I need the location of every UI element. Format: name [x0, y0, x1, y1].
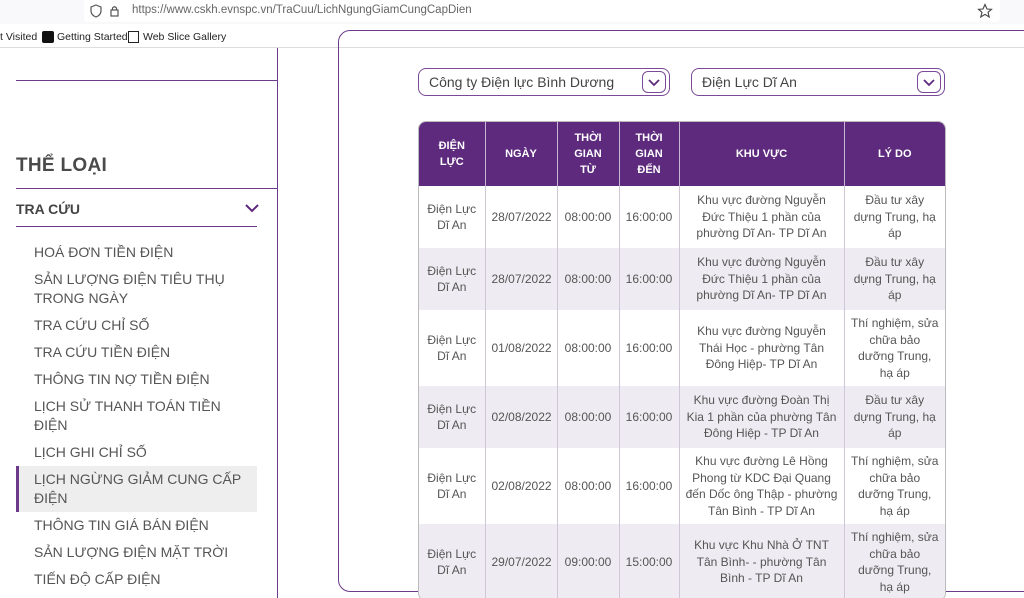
menu-item[interactable]: TIẾN ĐỘ CÁC DỊCH VỤ KHÁC — [16, 593, 257, 598]
table-cell: Khu vực đường Nguyễn Đức Thiệu 1 phần củ… — [678, 186, 844, 248]
menu-item[interactable]: SẢN LƯỢNG ĐIỆN MẶT TRỜI — [34, 544, 229, 560]
table-cell: Đầu tư xây dựng Trung, hạ áp — [843, 248, 945, 310]
column-header: THỜI GIAN TỪ — [556, 122, 619, 186]
bookmarks-bar: t Visited Getting Started Web Slice Gall… — [0, 27, 1024, 48]
menu-item[interactable]: TIẾN ĐỘ CẤP ĐIỆN — [34, 571, 161, 587]
sidebar-border — [277, 48, 278, 598]
menu-item[interactable]: THÔNG TIN NỢ TIỀN ĐIỆN — [34, 371, 210, 387]
menu-item[interactable]: LỊCH SỬ THANH TOÁN TIỀN ĐIỆN — [34, 398, 221, 433]
table-cell: 08:00:00 — [556, 248, 619, 310]
table-body: Điện Lực Dĩ An 28/07/2022 08:00:00 16:00:00… — [419, 186, 945, 598]
table-cell: 28/07/2022 — [484, 248, 557, 310]
table-cell: 09:00:00 — [556, 524, 619, 598]
table-cell: 08:00:00 — [556, 310, 619, 386]
menu-item[interactable]: LỊCH GHI CHỈ SỐ — [34, 444, 147, 460]
table-cell: 29/07/2022 — [484, 524, 557, 598]
company-select[interactable]: Công ty Điện lực Bình Dương — [418, 68, 670, 96]
table-cell: 02/08/2022 — [484, 386, 557, 448]
table-cell: 28/07/2022 — [484, 186, 557, 248]
menu-item[interactable]: SẢN LƯỢNG ĐIỆN TIÊU THỤ TRONG NGÀY — [34, 271, 225, 306]
table-cell: Điện Lực Dĩ An — [419, 524, 485, 598]
table-row: Điện Lực Dĩ An 28/07/2022 08:00:00 16:00:00… — [419, 248, 945, 310]
select-button — [917, 71, 941, 93]
table-cell: 16:00:00 — [618, 386, 679, 448]
column-header: LÝ DO — [843, 122, 945, 186]
table-cell: Điện Lực Dĩ An — [427, 332, 477, 364]
address-bar: https://www.cskh.evnspc.vn/TraCuu/LichNg… — [0, 0, 1024, 24]
menu-item[interactable]: LỊCH NGỪNG GIẢM CUNG CẤP ĐIỆN — [16, 466, 257, 512]
bookmark-star[interactable] — [977, 3, 993, 19]
bookmark-icon — [42, 31, 54, 43]
table-cell: Đầu tư xây dựng Trung, hạ áp — [843, 186, 945, 248]
table-cell: 08:00:00 — [556, 448, 619, 524]
bookmark-icon — [128, 31, 139, 43]
select-value: Công ty Điện lực Bình Dương — [429, 74, 615, 90]
table-cell: 15:00:00 — [618, 524, 679, 598]
table-row: Điện Lực Dĩ An 29/07/2022 09:00:00 15:00:00… — [419, 524, 945, 598]
menu: HOÁ ĐƠN TIỀN ĐIỆN SẢN LƯỢNG ĐIỆN TIÊU THỤ… — [16, 239, 257, 598]
table-cell: Thí nghiệm, sửa chữa bảo dưỡng Trung, hạ… — [843, 524, 945, 598]
outage-table: ĐIỆN LỰC NGÀY THỜI GIAN TỪ THỜI GIAN ĐẾN KHU… — [418, 121, 946, 598]
column-header: ĐIỆN LỰC — [419, 122, 485, 186]
sidebar-heading: THỂ LOẠI — [16, 155, 108, 176]
bookmark[interactable]: Getting Started — [57, 31, 128, 43]
url-field[interactable] — [84, 0, 1000, 22]
table-cell: 01/08/2022 — [484, 310, 557, 386]
security-icons — [90, 4, 119, 18]
table: ĐIỆN LỰC NGÀY THỜI GIAN TỪ THỜI GIAN ĐẾN KHU… — [419, 122, 945, 598]
table-cell: Điện Lực Dĩ An — [427, 470, 477, 502]
bookmark[interactable]: t Visited — [0, 31, 38, 43]
column-header: NGÀY — [484, 122, 557, 186]
table-cell: 08:00:00 — [556, 186, 619, 248]
table-row: Điện Lực Dĩ An 28/07/2022 08:00:00 16:00:00… — [419, 186, 945, 248]
menu-item[interactable]: HOÁ ĐƠN TIỀN ĐIỆN — [34, 244, 174, 260]
table-cell: Thí nghiệm, sửa chữa bảo dưỡng Trung, hạ… — [843, 448, 945, 524]
table-cell: 16:00:00 — [618, 310, 679, 386]
table-cell: Khu vực đường Nguyễn Thái Học - phường T… — [678, 310, 844, 386]
chevron-down[interactable] — [245, 203, 259, 213]
table-cell: 16:00:00 — [618, 248, 679, 310]
section-title[interactable]: TRA CỨU — [16, 201, 80, 217]
table-row: Điện Lực Dĩ An 02/08/2022 08:00:00 16:00:00… — [419, 448, 945, 524]
menu-item[interactable]: THÔNG TIN GIÁ BÁN ĐIỆN — [34, 517, 209, 533]
header-row: ĐIỆN LỰC NGÀY THỜI GIAN TỪ THỜI GIAN ĐẾN KHU… — [419, 122, 945, 186]
menu-item[interactable]: TRA CỨU TIỀN ĐIỆN — [34, 344, 171, 360]
table-cell: 16:00:00 — [618, 186, 679, 248]
select-value: Điện Lực Dĩ An — [702, 74, 797, 90]
bookmark[interactable]: Web Slice Gallery — [143, 31, 227, 43]
column-header: KHU VỰC — [678, 122, 844, 186]
table-cell: Đầu tư xây dựng Trung, hạ áp — [843, 386, 945, 448]
unit-select[interactable]: Điện Lực Dĩ An — [691, 68, 945, 96]
table-cell: 16:00:00 — [618, 448, 679, 524]
table-cell: Điện Lực Dĩ An — [419, 248, 485, 310]
select-button — [642, 71, 666, 93]
table-cell: Điện Lực Dĩ An — [419, 386, 485, 448]
menu-item[interactable]: TRA CỨU CHỈ SỐ — [34, 317, 150, 333]
table-cell: Khu vực đường Nguyễn Đức Thiệu 1 phần củ… — [678, 248, 844, 310]
table-row: Điện Lực Dĩ An 02/08/2022 08:00:00 16:00:00… — [419, 386, 945, 448]
column-header: THỜI GIAN ĐẾN — [618, 122, 679, 186]
table-cell: Khu vực Khu Nhà Ở TNT Tân Bình- - phường… — [678, 524, 844, 598]
table-cell: Điện Lực Dĩ An — [427, 201, 477, 233]
table-cell: Khu vực đường Đoàn Thị Kia 1 phần của ph… — [678, 386, 844, 448]
table-cell: Thí nghiệm, sửa chữa bảo dưỡng Trung, hạ… — [843, 310, 945, 386]
table-cell: Khu vực đường Lê Hồng Phong từ KDC Đại Q… — [678, 448, 844, 524]
url-text: https://www.cskh.evnspc.vn/TraCuu/LichNg… — [132, 4, 472, 16]
divider — [16, 188, 277, 189]
table-cell: 08:00:00 — [556, 386, 619, 448]
divider — [16, 80, 277, 81]
table-row: Điện Lực Dĩ An 01/08/2022 08:00:00 16:00:00… — [419, 310, 945, 386]
table-cell: 02/08/2022 — [484, 448, 557, 524]
divider — [16, 226, 257, 227]
